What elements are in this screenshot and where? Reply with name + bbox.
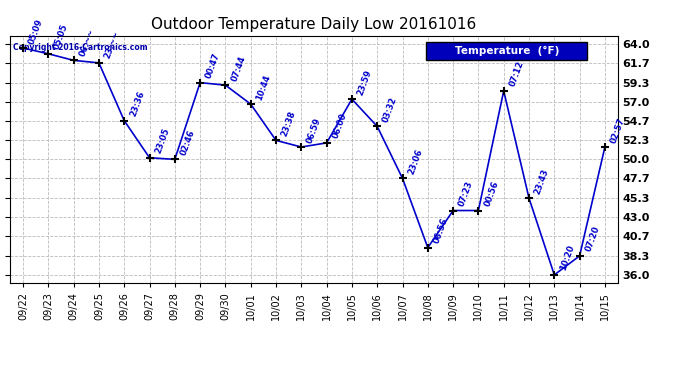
Title: Outdoor Temperature Daily Low 20161016: Outdoor Temperature Daily Low 20161016	[151, 16, 477, 32]
Text: 23:~~: 23:~~	[103, 30, 121, 60]
Text: 03:32: 03:32	[382, 96, 399, 124]
Text: 00:47: 00:47	[204, 52, 221, 80]
Text: 10:44: 10:44	[255, 73, 273, 101]
Text: 07:23: 07:23	[457, 180, 475, 208]
Text: 23:36: 23:36	[128, 90, 146, 118]
Text: 23:06: 23:06	[406, 147, 424, 176]
Text: 23:43: 23:43	[533, 167, 551, 195]
Text: 06:~~: 06:~~	[78, 27, 96, 58]
Text: 10:20: 10:20	[558, 244, 576, 272]
Text: 07:20: 07:20	[584, 225, 601, 253]
Text: 23:59: 23:59	[356, 68, 373, 96]
Text: 06:59: 06:59	[306, 116, 323, 144]
Text: 23:05: 23:05	[154, 127, 171, 155]
Text: Copyright 2016-Cartronics.com: Copyright 2016-Cartronics.com	[13, 43, 148, 52]
Text: 02:46: 02:46	[179, 128, 197, 157]
Text: 06:00: 06:00	[331, 112, 348, 140]
Text: 05:09: 05:09	[27, 17, 45, 45]
FancyBboxPatch shape	[426, 42, 587, 60]
Text: 07:12: 07:12	[508, 60, 525, 88]
Text: Temperature  (°F): Temperature (°F)	[455, 46, 559, 56]
Text: 06:56: 06:56	[432, 217, 450, 245]
Text: 02:57: 02:57	[609, 116, 627, 144]
Text: 07:44: 07:44	[230, 54, 247, 82]
Text: 23:38: 23:38	[280, 110, 297, 138]
Text: 00:56: 00:56	[482, 180, 500, 208]
Text: 05:05: 05:05	[52, 23, 70, 51]
